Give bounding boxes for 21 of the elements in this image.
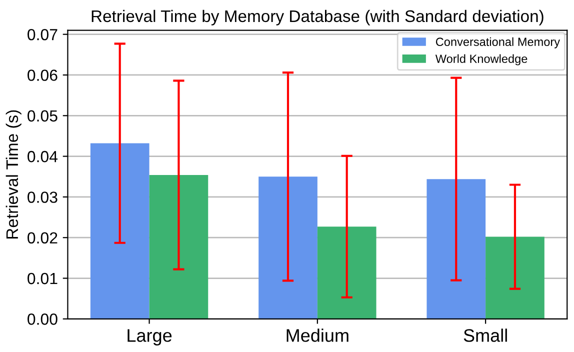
chart-title: Retrieval Time by Memory Database (with Sandard deviation) <box>92 10 544 26</box>
bar <box>149 175 208 319</box>
bar <box>317 226 376 319</box>
bar <box>426 179 486 319</box>
x-tick-label: Small <box>464 328 507 342</box>
x-tick-label: Large <box>128 329 172 346</box>
bar <box>486 236 544 319</box>
y-tick-label: 0.02 <box>28 232 58 244</box>
bar <box>90 143 150 319</box>
y-tick-label: 0.03 <box>28 192 58 203</box>
y-axis-title: Retrieval Time (s) <box>6 110 22 239</box>
y-tick-label: 0.07 <box>28 28 58 40</box>
bar <box>258 176 318 319</box>
y-tick-label: 0.06 <box>28 70 58 81</box>
y-tick-label: 0.04 <box>28 150 58 162</box>
x-tick-label: Medium <box>286 328 348 342</box>
y-tick-label: 0.00 <box>28 314 58 325</box>
y-tick-label: 0.01 <box>28 272 58 284</box>
y-tick-label: 0.05 <box>28 110 58 122</box>
legend-label: World Knowledge <box>435 54 528 66</box>
legend-label: Conversational Memory <box>436 37 560 48</box>
